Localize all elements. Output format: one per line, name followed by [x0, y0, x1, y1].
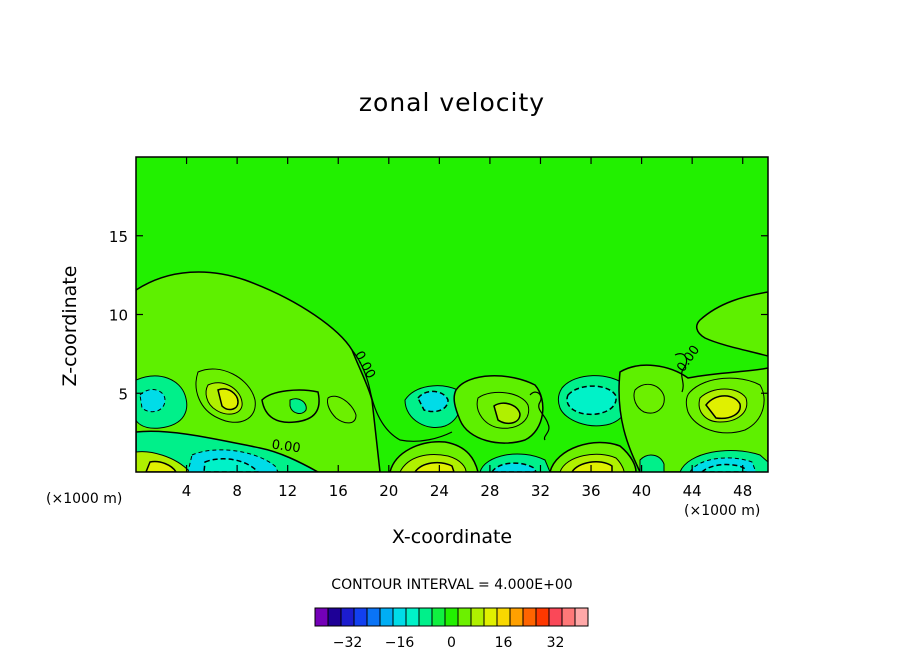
colorbar-swatch: [496, 607, 511, 627]
colorbar-tick-label: −32: [333, 635, 363, 651]
x-tick-label: 44: [683, 482, 702, 500]
colorbar-swatch: [522, 607, 537, 627]
colorbar-swatch: [457, 607, 472, 627]
contour-interval-label: CONTOUR INTERVAL = 4.000E+00: [331, 577, 573, 593]
x-tick-label: 16: [329, 482, 348, 500]
positive-dome-region: [136, 271, 381, 472]
x-tick-label: 36: [581, 482, 600, 500]
colorbar-tick-label: 0: [447, 635, 456, 651]
x-unit-label-right: (×1000 m): [684, 503, 761, 519]
bottom-mid-negative-core: [491, 462, 537, 472]
y-axis-label: Z-coordinate: [59, 265, 81, 387]
cell-left-b-core: [217, 388, 239, 411]
colorbar-swatch: [418, 607, 433, 627]
x-axis-label: X-coordinate: [391, 526, 513, 548]
colorbar-swatch: [353, 607, 368, 627]
cell-right-b-core: [705, 395, 741, 420]
zero-contour-right: [674, 353, 688, 393]
colorbar-swatch: [548, 607, 563, 627]
chart-title: zonal velocity: [358, 88, 546, 117]
y-tick-label: 15: [109, 228, 128, 246]
cell-left-d: [327, 395, 357, 424]
colorbar: −32 −16 0 16 32: [314, 607, 589, 651]
zero-contour-wave: [351, 349, 453, 442]
cell-mid-c-core: [566, 385, 617, 416]
colorbar-swatch: [379, 607, 394, 627]
x-tick-label: 40: [632, 482, 651, 500]
y-axis: 5 10 15: [109, 228, 768, 403]
x-tick-label: 48: [733, 482, 752, 500]
x-tick-label: 20: [379, 482, 398, 500]
colorbar-tick-label: −16: [385, 635, 415, 651]
colorbar-tick-label: 32: [547, 635, 565, 651]
cell-left-c-inner: [289, 398, 307, 414]
cell-right-a: [633, 383, 665, 414]
cell-mid-a-core: [417, 390, 449, 413]
zero-contour-middle: [529, 391, 550, 441]
x-unit-label-left: (×1000 m): [46, 491, 123, 507]
colorbar-swatch: [366, 607, 381, 627]
colorbar-swatch: [314, 607, 329, 627]
x-axis: 4 8 12 16 20 24 28 32 36 40 44 48: [182, 157, 752, 500]
plot-fill: [136, 157, 768, 472]
colorbar-swatch: [483, 607, 498, 627]
colorbar-swatch: [470, 607, 485, 627]
x-tick-label: 4: [182, 482, 192, 500]
y-tick-label: 10: [109, 307, 128, 325]
bottom-left-positive-core: [145, 460, 177, 472]
colorbar-swatch: [535, 607, 550, 627]
x-tick-label: 24: [430, 482, 449, 500]
colorbar-swatch: [509, 607, 524, 627]
colorbar-swatch: [574, 607, 589, 627]
colorbar-swatch: [431, 607, 446, 627]
cell-left-a-core: [139, 389, 166, 413]
x-tick-label: 8: [232, 482, 242, 500]
contour-label: 0.00: [271, 437, 302, 456]
colorbar-swatch: [405, 607, 420, 627]
upper-right-positive: [695, 291, 768, 357]
bottom-right-small-negative: [639, 454, 665, 472]
bottom-right-positive-core: [571, 460, 613, 472]
bottom-left-negative-core: [203, 458, 260, 472]
x-tick-label: 28: [480, 482, 499, 500]
colorbar-swatch: [561, 607, 576, 627]
colorbar-tick-label: 16: [495, 635, 513, 651]
x-tick-label: 12: [278, 482, 297, 500]
y-tick-label: 5: [118, 385, 128, 403]
bottom-right-negative-core: [700, 463, 747, 472]
colorbar-swatch: [327, 607, 342, 627]
colorbar-swatch: [392, 607, 407, 627]
colorbar-swatch: [444, 607, 459, 627]
cell-mid-b-core: [493, 402, 521, 425]
colorbar-swatch: [340, 607, 355, 627]
bottom-mid-positive-core: [414, 461, 455, 472]
x-tick-label: 32: [531, 482, 550, 500]
